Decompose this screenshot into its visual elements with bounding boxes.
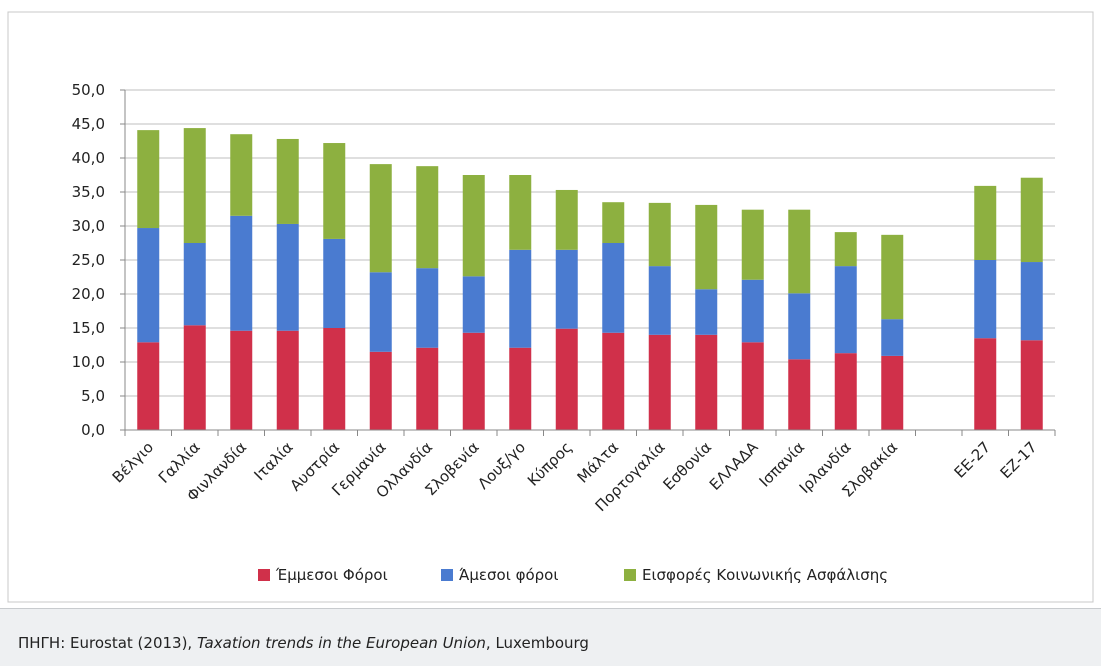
bar-segment bbox=[881, 319, 904, 356]
bar-segment bbox=[369, 164, 392, 273]
bar-segment bbox=[881, 355, 904, 430]
bar-segment bbox=[974, 338, 997, 430]
bar-segment bbox=[741, 279, 764, 343]
y-tick-label: 35,0 bbox=[72, 183, 105, 201]
bar-segment bbox=[695, 204, 718, 290]
bar-segment bbox=[230, 134, 253, 216]
bar-segment bbox=[741, 342, 764, 430]
bar-segment bbox=[323, 328, 346, 430]
legend-swatch bbox=[441, 569, 453, 581]
bar-segment bbox=[695, 289, 718, 335]
bar-segment bbox=[416, 268, 439, 348]
bar-segment bbox=[276, 223, 299, 331]
chart: 0,0 5,0 10,0 15,0 20,0 25,0 30,0 35,0 40,0 45,0 50… bbox=[7, 11, 1094, 603]
bar-segment bbox=[695, 334, 718, 430]
bar-segment bbox=[137, 228, 160, 343]
bar-segment bbox=[230, 330, 253, 430]
bar-segment bbox=[788, 293, 811, 360]
y-tick-label: 0,0 bbox=[81, 421, 105, 439]
bar-segment bbox=[1020, 177, 1043, 263]
bar-segment bbox=[834, 232, 857, 267]
y-tick-label: 20,0 bbox=[72, 285, 105, 303]
y-tick-label: 5,0 bbox=[81, 387, 105, 405]
bar-segment bbox=[137, 342, 160, 430]
y-tick-label: 30,0 bbox=[72, 217, 105, 235]
legend-swatch bbox=[624, 569, 636, 581]
chart-frame bbox=[7, 11, 1094, 603]
bar-segment bbox=[462, 276, 485, 333]
bar-segment bbox=[1020, 262, 1043, 341]
bar-segment bbox=[276, 330, 299, 430]
bar-segment bbox=[462, 332, 485, 430]
bar-segment bbox=[183, 243, 206, 326]
legend-label: Άμεσοι φόροι bbox=[459, 566, 558, 584]
bar-segment bbox=[509, 175, 532, 250]
bar-segment bbox=[323, 238, 346, 328]
legend-swatch bbox=[258, 569, 270, 581]
bar-segment bbox=[974, 260, 997, 339]
bar-segment bbox=[230, 215, 253, 331]
bar-segment bbox=[1020, 340, 1043, 430]
bar-segment bbox=[648, 266, 671, 335]
bar-segment bbox=[416, 347, 439, 430]
bar-segment bbox=[834, 353, 857, 430]
bar-segment bbox=[509, 347, 532, 430]
y-tick-label: 25,0 bbox=[72, 251, 105, 269]
source-prefix: ΠΗΓΗ: Eurostat (2013), bbox=[18, 634, 197, 652]
bar-segment bbox=[183, 128, 206, 243]
bar-segment bbox=[416, 166, 439, 269]
legend-label: Εισφορές Κοινωνικής Ασφάλισης bbox=[642, 566, 888, 584]
bar-segment bbox=[602, 243, 625, 333]
bar-segment bbox=[974, 185, 997, 260]
bar-segment bbox=[555, 189, 578, 250]
y-tick-label: 10,0 bbox=[72, 353, 105, 371]
bar-segment bbox=[509, 249, 532, 348]
bar-segment bbox=[881, 234, 904, 320]
bar-segment bbox=[788, 209, 811, 294]
bar-segment bbox=[834, 266, 857, 354]
source-title: Taxation trends in the European Union bbox=[196, 634, 486, 652]
bar-segment bbox=[276, 138, 299, 224]
bar-segment bbox=[648, 202, 671, 267]
bar-segment bbox=[648, 334, 671, 430]
bar-segment bbox=[741, 209, 764, 280]
bar-segment bbox=[602, 332, 625, 430]
source-suffix: , Luxembourg bbox=[485, 634, 589, 652]
bar-segment bbox=[555, 249, 578, 329]
legend-label: Έμμεσοι Φόροι bbox=[275, 566, 388, 584]
bar-segment bbox=[137, 130, 160, 229]
y-tick-label: 40,0 bbox=[72, 149, 105, 167]
bar-segment bbox=[183, 325, 206, 430]
y-tick-label: 15,0 bbox=[72, 319, 105, 337]
bar-segment bbox=[369, 351, 392, 430]
y-tick-label: 50,0 bbox=[72, 81, 105, 99]
bar-segment bbox=[323, 143, 346, 239]
bar-segment bbox=[462, 175, 485, 277]
source-note: ΠΗΓΗ: Eurostat (2013), Taxation trends i… bbox=[0, 608, 1101, 666]
y-tick-label: 45,0 bbox=[72, 115, 105, 133]
bar-segment bbox=[369, 272, 392, 352]
bar-segment bbox=[555, 328, 578, 430]
bar-segment bbox=[602, 202, 625, 243]
bar-segment bbox=[788, 359, 811, 430]
